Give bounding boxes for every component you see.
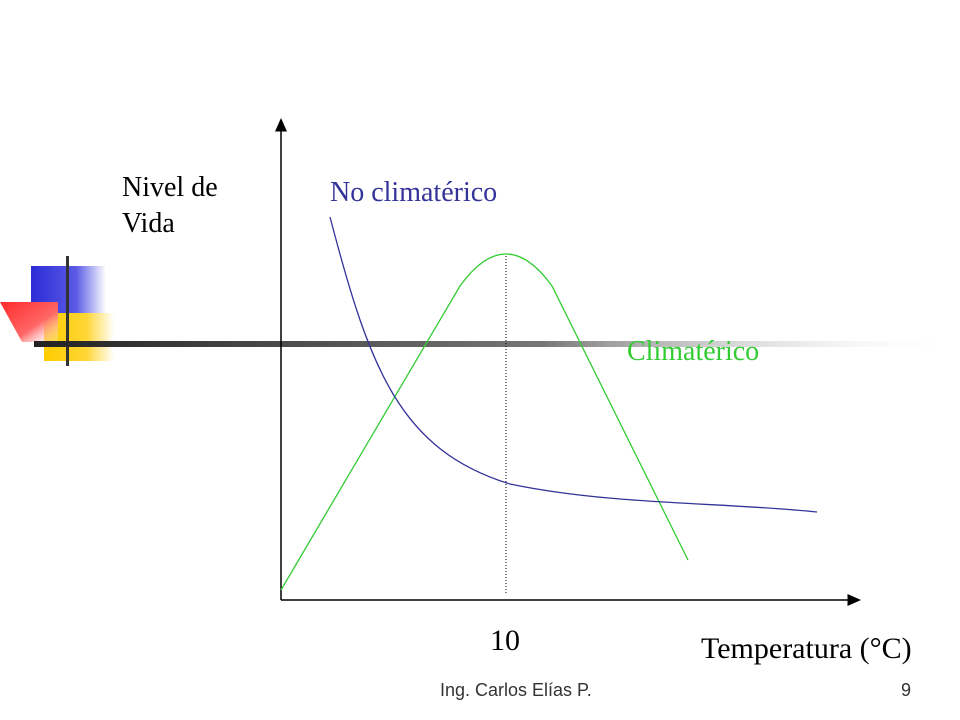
y-axis-label-line2: Vida: [122, 208, 175, 239]
page-number: 9: [901, 680, 912, 700]
climaterico-curve: [280, 253, 689, 591]
no-climaterico-label: No climatérico: [330, 177, 498, 208]
ornament-vertical-bar: [66, 256, 69, 366]
x-axis-label: Temperatura (°C): [701, 632, 912, 665]
y-axis-label: Nivel de Vida: [122, 170, 218, 242]
slide-ornament: [0, 256, 960, 366]
x-tick-label: 10: [490, 624, 520, 657]
no-climaterico-curve: [329, 216, 818, 513]
ornament-horizontal-bar: [34, 341, 960, 347]
y-axis-label-line1: Nivel de: [122, 172, 218, 203]
footer-author: Ing. Carlos Elías P.: [440, 680, 592, 700]
climaterico-label: Climatérico: [627, 336, 760, 367]
ornament-red-block: [0, 302, 58, 342]
